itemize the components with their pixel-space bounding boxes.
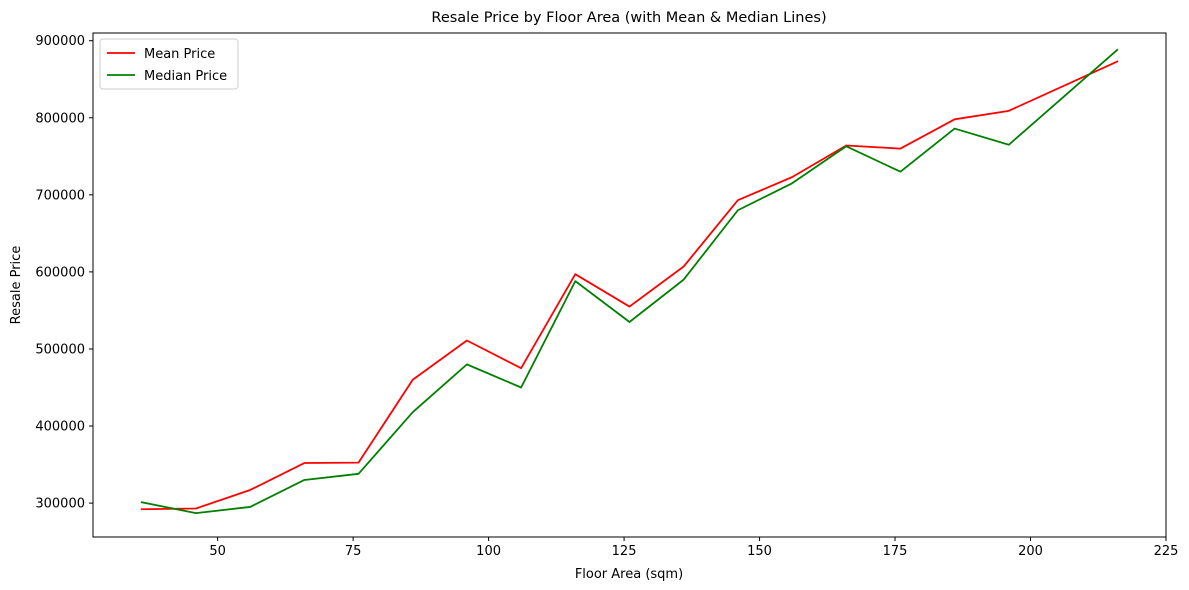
legend-label: Mean Price bbox=[144, 47, 215, 62]
series-line-median bbox=[140, 48, 1119, 515]
x-tick-label: 175 bbox=[883, 544, 908, 559]
x-tick-label: 150 bbox=[747, 544, 772, 559]
y-tick-label: 800000 bbox=[35, 111, 85, 126]
axes-frame bbox=[92, 32, 1167, 538]
x-tick-label: 100 bbox=[476, 544, 501, 559]
x-tick-label: 200 bbox=[1018, 544, 1043, 559]
y-tick-label: 600000 bbox=[35, 265, 85, 280]
y-tick-label: 500000 bbox=[35, 342, 85, 357]
legend-label: Median Price bbox=[144, 69, 227, 84]
legend-box bbox=[99, 38, 239, 90]
y-tick-label: 900000 bbox=[35, 34, 85, 49]
axes: 50 75 100 125 150 175 200 225 300000 400000 500000… bbox=[35, 32, 1179, 559]
legend: Mean Price Median Price bbox=[99, 38, 239, 90]
y-tick-label: 700000 bbox=[35, 188, 85, 203]
x-tick-label: 125 bbox=[612, 544, 637, 559]
x-tick-label: 50 bbox=[209, 544, 226, 559]
chart-title: Resale Price by Floor Area (with Mean & … bbox=[431, 10, 826, 26]
y-axis-label: Resale Price bbox=[9, 246, 24, 325]
x-tick-label: 225 bbox=[1154, 544, 1179, 559]
x-axis-label: Floor Area (sqm) bbox=[575, 567, 683, 582]
series-line-mean bbox=[140, 60, 1119, 511]
y-tick-label: 300000 bbox=[35, 497, 85, 512]
plot-area bbox=[140, 48, 1119, 515]
y-tick-label: 400000 bbox=[35, 420, 85, 435]
x-tick-label: 75 bbox=[345, 544, 362, 559]
